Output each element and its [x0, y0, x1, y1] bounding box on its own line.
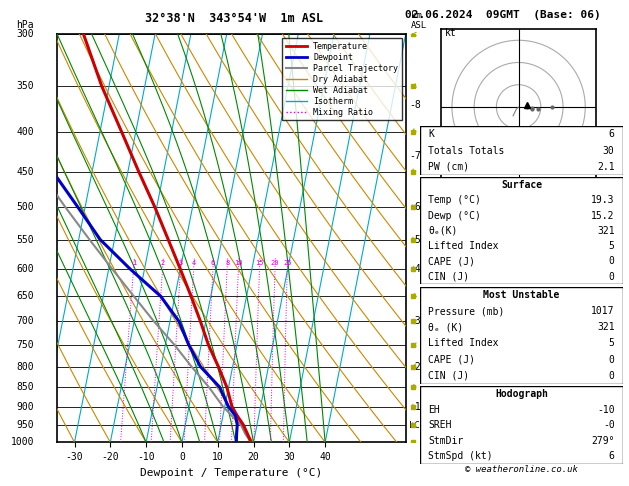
Text: θₑ(K): θₑ(K)	[428, 226, 458, 236]
Text: -1: -1	[409, 401, 421, 412]
Text: SREH: SREH	[428, 420, 452, 430]
Text: 20: 20	[271, 260, 279, 266]
Text: StmSpd (kt): StmSpd (kt)	[428, 451, 493, 461]
Text: 279°: 279°	[591, 436, 615, 446]
Text: 450: 450	[16, 167, 34, 176]
Text: hPa: hPa	[16, 20, 34, 30]
Text: 6: 6	[211, 260, 215, 266]
Text: K: K	[428, 129, 434, 139]
Text: 8: 8	[225, 260, 230, 266]
Text: 0: 0	[609, 371, 615, 381]
Text: 750: 750	[16, 340, 34, 350]
Text: -3: -3	[409, 316, 421, 326]
Text: 2: 2	[160, 260, 165, 266]
Text: 6: 6	[609, 451, 615, 461]
Text: -6: -6	[409, 202, 421, 212]
Text: 0: 0	[609, 257, 615, 266]
Text: 30: 30	[603, 146, 615, 156]
Text: Most Unstable: Most Unstable	[483, 290, 560, 300]
Text: -10: -10	[597, 405, 615, 415]
Text: 2.1: 2.1	[597, 162, 615, 172]
Text: 1017: 1017	[591, 306, 615, 316]
Text: 850: 850	[16, 382, 34, 392]
Text: kt: kt	[445, 28, 457, 38]
Text: -0: -0	[603, 420, 615, 430]
Text: 25: 25	[283, 260, 292, 266]
Legend: Temperature, Dewpoint, Parcel Trajectory, Dry Adiabat, Wet Adiabat, Isotherm, Mi: Temperature, Dewpoint, Parcel Trajectory…	[282, 38, 401, 121]
Text: -8: -8	[409, 100, 421, 110]
Text: 5: 5	[609, 241, 615, 251]
Text: -7: -7	[409, 151, 421, 161]
Text: 15.2: 15.2	[591, 210, 615, 221]
Text: 950: 950	[16, 420, 34, 430]
Text: 321: 321	[597, 322, 615, 332]
Text: 800: 800	[16, 362, 34, 372]
Text: 600: 600	[16, 264, 34, 274]
Text: -4: -4	[409, 264, 421, 274]
Text: 10: 10	[234, 260, 243, 266]
Text: 0: 0	[609, 355, 615, 364]
Text: CAPE (J): CAPE (J)	[428, 355, 476, 364]
Text: θₑ (K): θₑ (K)	[428, 322, 464, 332]
Text: Totals Totals: Totals Totals	[428, 146, 504, 156]
Text: 500: 500	[16, 202, 34, 212]
Text: 02.06.2024  09GMT  (Base: 06): 02.06.2024 09GMT (Base: 06)	[405, 10, 601, 20]
Text: 300: 300	[16, 29, 34, 39]
Text: -2: -2	[409, 362, 421, 372]
Text: EH: EH	[428, 405, 440, 415]
Text: -5: -5	[409, 235, 421, 244]
Text: CIN (J): CIN (J)	[428, 272, 469, 282]
Text: 15: 15	[255, 260, 264, 266]
Text: Hodograph: Hodograph	[495, 389, 548, 399]
Text: 1000: 1000	[11, 437, 34, 447]
Text: CIN (J): CIN (J)	[428, 371, 469, 381]
Text: Surface: Surface	[501, 180, 542, 190]
Text: 350: 350	[16, 81, 34, 91]
Text: 3: 3	[179, 260, 183, 266]
Text: StmDir: StmDir	[428, 436, 464, 446]
Text: 19.3: 19.3	[591, 195, 615, 205]
Text: km
ASL: km ASL	[411, 11, 427, 30]
Text: Pressure (mb): Pressure (mb)	[428, 306, 504, 316]
Text: 32°38'N  343°54'W  1m ASL: 32°38'N 343°54'W 1m ASL	[145, 12, 323, 25]
Text: 0: 0	[609, 272, 615, 282]
X-axis label: Dewpoint / Temperature (°C): Dewpoint / Temperature (°C)	[140, 468, 322, 478]
Text: LCL: LCL	[409, 421, 425, 430]
Text: 321: 321	[597, 226, 615, 236]
Text: Temp (°C): Temp (°C)	[428, 195, 481, 205]
Text: 6: 6	[609, 129, 615, 139]
Text: Lifted Index: Lifted Index	[428, 338, 499, 348]
Text: 700: 700	[16, 316, 34, 326]
Text: 400: 400	[16, 126, 34, 137]
Text: 1: 1	[131, 260, 136, 266]
Text: 900: 900	[16, 401, 34, 412]
Text: Dewp (°C): Dewp (°C)	[428, 210, 481, 221]
Text: © weatheronline.co.uk: © weatheronline.co.uk	[465, 465, 578, 474]
Text: 5: 5	[609, 338, 615, 348]
Text: Lifted Index: Lifted Index	[428, 241, 499, 251]
Text: 650: 650	[16, 291, 34, 301]
Text: 550: 550	[16, 235, 34, 244]
Text: 4: 4	[192, 260, 196, 266]
Text: PW (cm): PW (cm)	[428, 162, 469, 172]
Text: CAPE (J): CAPE (J)	[428, 257, 476, 266]
